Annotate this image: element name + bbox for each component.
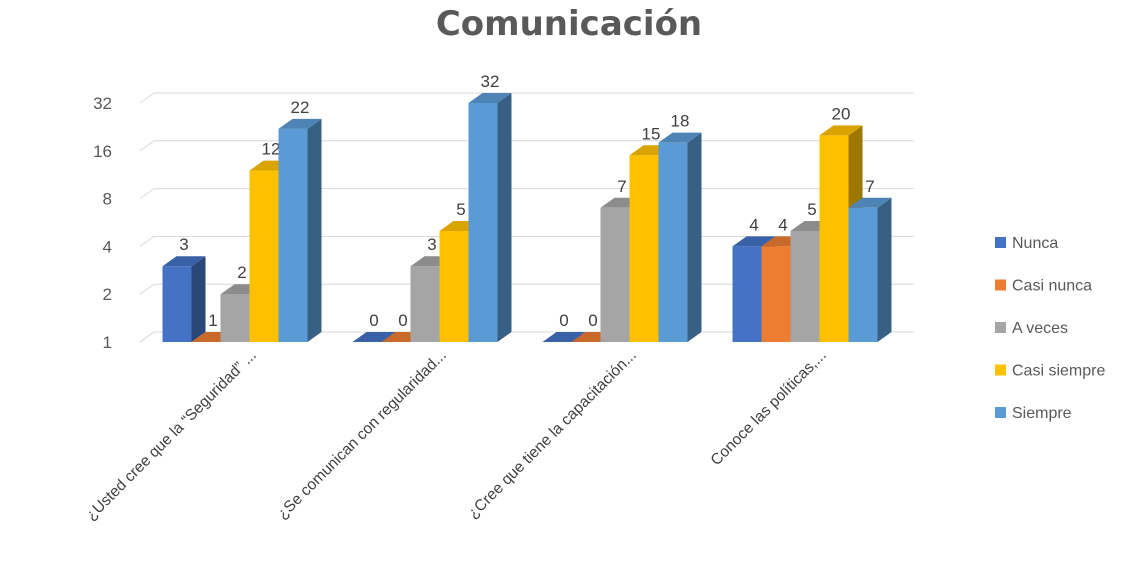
data-label: 15 [642, 124, 661, 143]
data-label: 1 [208, 311, 217, 330]
category-label: ¿Cree que tiene la capacitación... [465, 347, 640, 522]
legend-label: Nunca [1012, 235, 1058, 252]
data-label: 0 [398, 311, 407, 330]
data-label: 12 [262, 140, 281, 159]
legend-swatch [995, 364, 1006, 376]
data-label: 22 [291, 98, 310, 117]
category-label: Conoce las políticas,... [708, 347, 830, 469]
data-label: 0 [588, 311, 597, 330]
y-tick-label: 8 [103, 190, 112, 209]
bar-siempre [468, 93, 512, 342]
data-label: 18 [671, 112, 690, 131]
y-tick-label: 32 [93, 94, 112, 113]
legend-swatch [995, 279, 1006, 291]
legend-item: A veces [995, 320, 1068, 337]
data-label: 7 [617, 177, 626, 196]
bar-siempre [848, 197, 892, 342]
data-label: 2 [237, 263, 246, 282]
data-label: 3 [427, 235, 436, 254]
bar-nunca [162, 256, 206, 342]
legend-item: Nunca [995, 235, 1058, 252]
data-label: 3 [179, 235, 188, 254]
legend-item: Siempre [995, 405, 1072, 422]
y-tick-label: 4 [103, 237, 112, 256]
chart-title: Comunicación [435, 4, 703, 44]
y-tick-label: 2 [103, 285, 112, 304]
data-label: 0 [369, 311, 378, 330]
data-label: 7 [865, 177, 874, 196]
legend-item: Casi siempre [995, 363, 1105, 380]
legend-swatch [995, 407, 1006, 418]
gridline [139, 140, 914, 152]
gridline [139, 92, 914, 104]
data-label: 32 [481, 72, 500, 91]
data-label: 5 [807, 200, 816, 219]
data-label: 4 [778, 215, 787, 234]
legend-label: A veces [1012, 320, 1068, 337]
legend-swatch [995, 322, 1006, 333]
data-label: 4 [749, 215, 758, 234]
category-label: ¿Usted cree que la “Seguridad” ... [83, 347, 260, 524]
legend-label: Siempre [1012, 405, 1072, 422]
bar-siempre [278, 118, 322, 342]
legend-swatch [995, 237, 1006, 248]
data-label: 20 [832, 104, 851, 123]
bar-siempre [658, 132, 702, 342]
legend-label: Casi siempre [1012, 363, 1105, 380]
legend-item: Casi nunca [995, 278, 1092, 295]
data-label: 0 [559, 311, 568, 330]
category-label: ¿Se comunican con regularidad... [274, 347, 450, 523]
legend-label: Casi nunca [1012, 278, 1092, 295]
y-tick-label: 16 [93, 142, 112, 161]
data-label: 5 [456, 200, 465, 219]
y-tick-label: 1 [103, 333, 112, 352]
